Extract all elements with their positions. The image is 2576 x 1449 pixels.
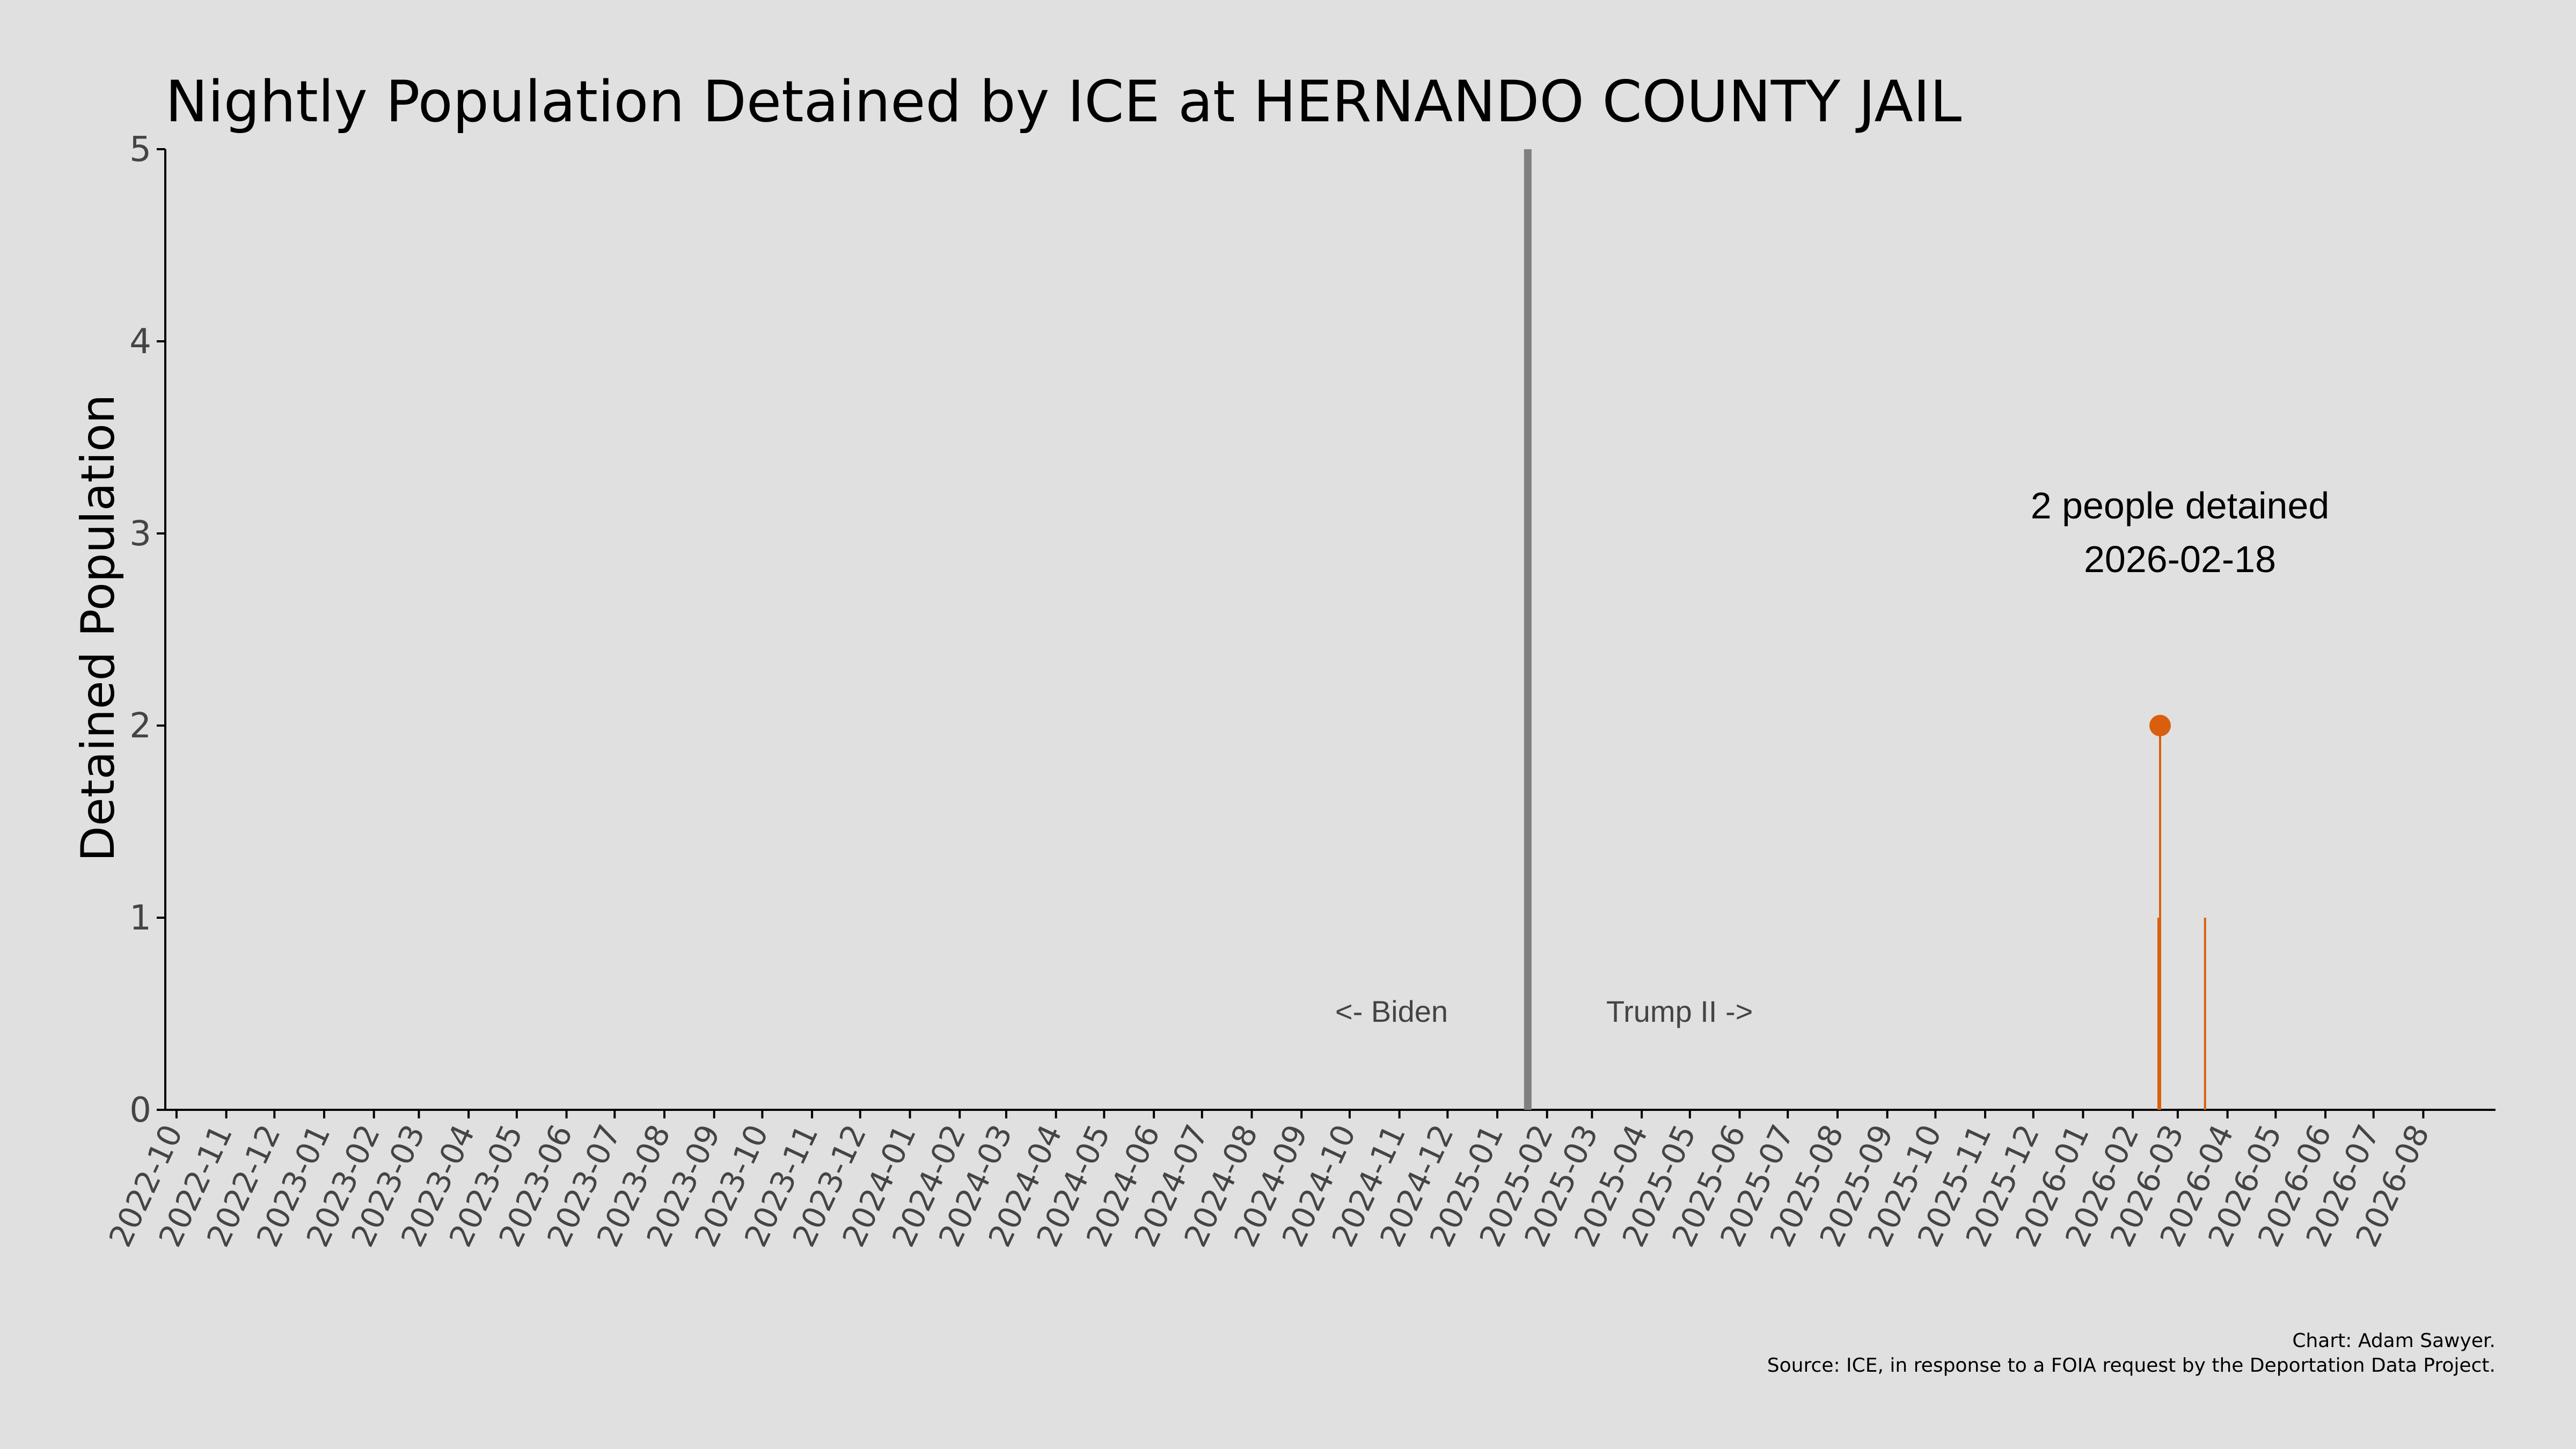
era-label-biden: <- Biden: [1335, 994, 1448, 1028]
highlight-point: [2149, 715, 2171, 736]
y-tick-label: 4: [129, 322, 151, 362]
chart-title: Nightly Population Detained by ICE at HE…: [165, 69, 1962, 135]
y-axis-label: Detained Population: [71, 394, 125, 862]
credit-author: Chart: Adam Sawyer.: [2292, 1330, 2496, 1352]
y-tick-label: 1: [129, 898, 151, 938]
y-axis: 0 1 2 3 4 5: [129, 130, 166, 1130]
x-axis: 2022-102022-112022-122023-012023-022023-…: [102, 1109, 2496, 1253]
era-label-trump: Trump II ->: [1606, 994, 1753, 1028]
plot-area: [1524, 149, 2206, 1110]
credit-source: Source: ICE, in response to a FOIA reque…: [1767, 1355, 2496, 1377]
y-tick-label: 5: [129, 130, 151, 170]
annotation-date: 2026-02-18: [2084, 538, 2276, 580]
annotation-count: 2 people detained: [2031, 485, 2330, 526]
y-tick-label: 3: [129, 514, 151, 554]
y-tick-label: 2: [129, 706, 151, 746]
y-tick-label: 0: [129, 1091, 151, 1130]
